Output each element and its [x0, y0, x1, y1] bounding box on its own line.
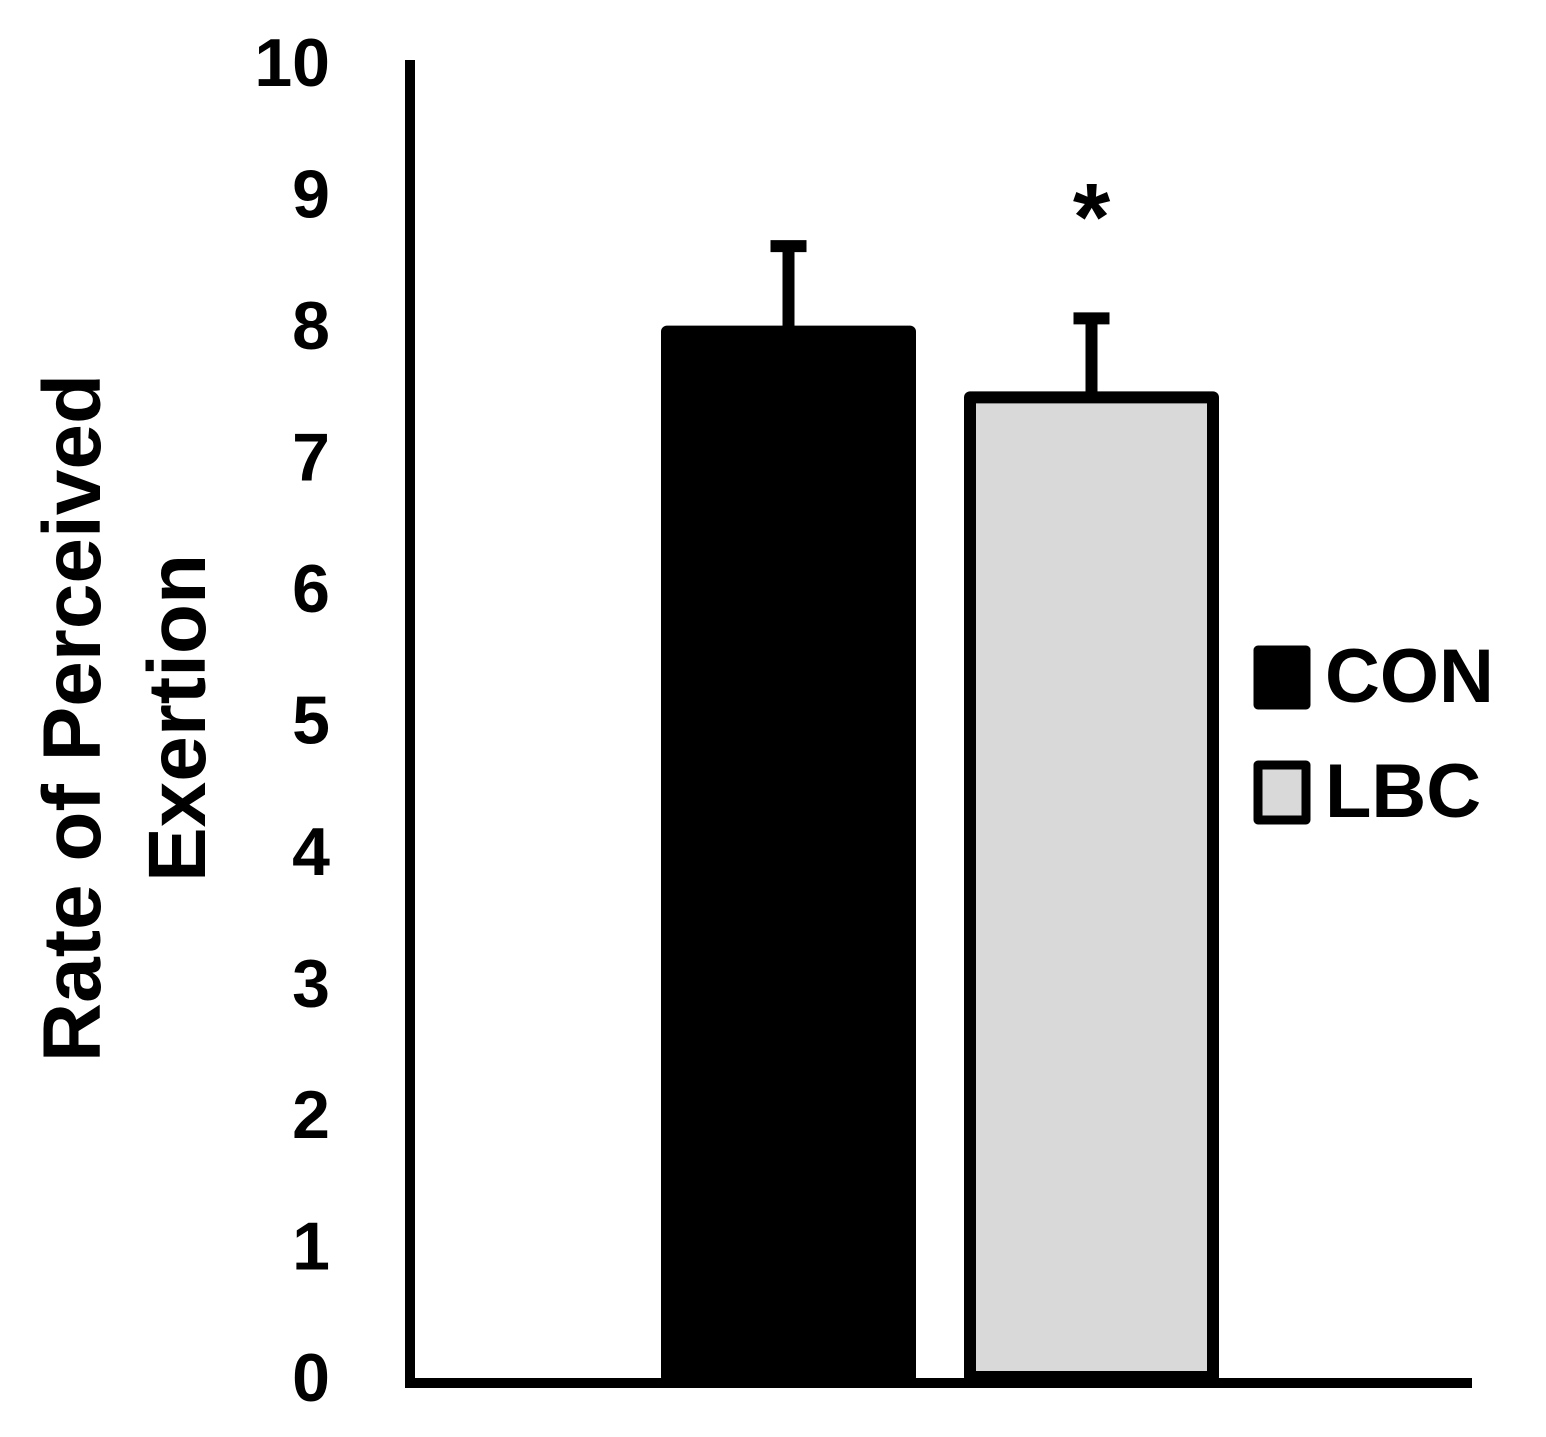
- y-tick-label: 6: [292, 551, 330, 627]
- error-bars: [770, 240, 1110, 398]
- y-axis-title-line-2: Exertion: [132, 554, 223, 882]
- y-tick-label: 5: [292, 683, 330, 759]
- y-axis-title: Rate of Perceived Exertion: [27, 374, 223, 1062]
- y-tick-label: 8: [292, 288, 330, 364]
- legend-swatch-lbc: [1253, 760, 1311, 825]
- y-tick-label: 1: [292, 1209, 330, 1285]
- legend-label-con: CON: [1325, 634, 1494, 719]
- legend-label-lbc: LBC: [1325, 749, 1481, 834]
- y-tick-label: 7: [292, 420, 330, 496]
- bar-con: [661, 325, 916, 1384]
- y-axis-title-line-1: Rate of Perceived: [27, 374, 118, 1062]
- bar-lbc: [964, 391, 1219, 1383]
- y-tick-label: 9: [292, 157, 330, 233]
- y-tick-label: 3: [292, 946, 330, 1022]
- legend: CON LBC: [1253, 634, 1494, 834]
- y-tick-label: 4: [292, 814, 330, 890]
- y-tick-label: 2: [292, 1077, 330, 1153]
- y-tick-label: 0: [292, 1340, 330, 1416]
- significance-marker-lbc: *: [1073, 164, 1111, 271]
- legend-swatch-con: [1253, 645, 1311, 710]
- y-axis-tick-labels: 0 1 2 3 4 5 6 7 8 9 10: [254, 25, 330, 1416]
- y-tick-label: 10: [254, 25, 330, 101]
- axes: [405, 60, 1472, 1388]
- bars: [661, 325, 1219, 1384]
- annotations: *: [1073, 164, 1111, 271]
